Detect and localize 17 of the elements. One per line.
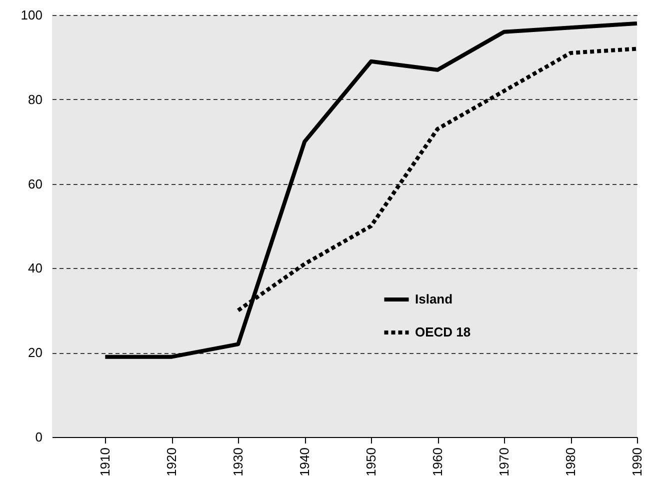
x-tick-label: 1970 — [496, 448, 512, 476]
x-tick-label: 1920 — [164, 448, 180, 476]
y-tick-label: 0 — [35, 430, 42, 444]
y-tick-label: 80 — [28, 92, 42, 107]
y-tick-label: 60 — [28, 176, 42, 192]
y-tick-label: 40 — [28, 260, 42, 276]
x-tick-label: 1940 — [297, 448, 312, 476]
legend-label: Island — [415, 292, 453, 306]
x-tick-label: 1990 — [630, 448, 644, 476]
x-tick-label: 1910 — [98, 448, 113, 476]
x-tick-label: 1960 — [430, 448, 446, 476]
legend-label: OECD 18 — [415, 324, 471, 340]
x-tick-label: 1980 — [563, 448, 578, 476]
x-tick-label: 1950 — [364, 448, 379, 476]
x-tick-label: 1930 — [230, 448, 246, 476]
y-tick-label: 100 — [20, 8, 42, 22]
y-tick-label: 20 — [28, 345, 42, 360]
